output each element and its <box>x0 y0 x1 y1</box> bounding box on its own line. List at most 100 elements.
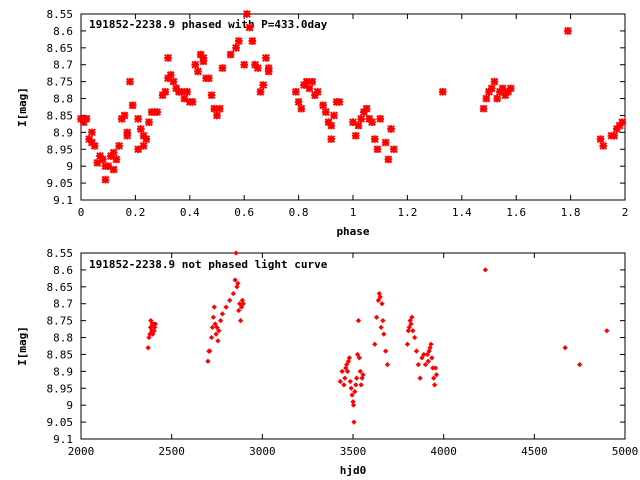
data-point <box>188 98 197 106</box>
data-point <box>421 351 427 358</box>
data-point <box>327 135 336 144</box>
data-point <box>344 368 351 374</box>
data-point <box>404 341 411 347</box>
data-point <box>380 318 386 324</box>
data-point <box>243 10 251 18</box>
data-point <box>177 87 186 96</box>
data-point <box>169 77 178 86</box>
data-point <box>215 104 224 113</box>
data-point <box>321 108 330 116</box>
data-point <box>218 318 224 324</box>
data-point <box>424 351 430 358</box>
data-point <box>136 125 145 133</box>
y-tick-label: 8.7 <box>53 298 73 311</box>
data-point <box>230 290 236 297</box>
data-point <box>151 324 158 331</box>
x-tick-label: 1 <box>350 206 357 219</box>
y-tick-label: 8.75 <box>47 76 74 89</box>
y-tick-label: 8.55 <box>47 247 74 260</box>
data-points <box>77 10 627 184</box>
data-point <box>346 355 352 361</box>
data-point <box>139 141 148 150</box>
data-point <box>487 84 496 93</box>
data-point <box>384 361 391 368</box>
data-point <box>256 87 265 96</box>
y-tick-label: 8.9 <box>53 126 73 139</box>
data-point <box>152 321 158 327</box>
y-tick-label: 8.7 <box>53 59 73 72</box>
y-tick-label: 8.6 <box>53 25 73 38</box>
data-point <box>415 361 421 368</box>
data-point <box>341 382 347 388</box>
data-point <box>207 348 213 354</box>
data-point <box>337 378 343 385</box>
data-point <box>164 54 172 62</box>
data-point <box>112 155 121 164</box>
data-point <box>145 345 151 351</box>
data-point <box>248 37 257 45</box>
x-tick-label: 0.6 <box>234 206 254 219</box>
data-point <box>335 98 344 106</box>
data-point <box>425 358 431 364</box>
data-point <box>577 361 583 368</box>
data-point <box>357 368 363 374</box>
x-tick-label: 2000 <box>68 445 95 458</box>
data-point <box>419 355 425 361</box>
data-point <box>126 77 134 86</box>
data-point <box>211 304 217 310</box>
data-point <box>417 375 423 381</box>
data-point <box>506 84 515 93</box>
data-point <box>253 64 262 73</box>
data-point <box>433 372 440 378</box>
data-point <box>431 382 438 388</box>
data-point <box>343 365 349 371</box>
data-point <box>305 84 314 93</box>
data-point <box>349 392 355 398</box>
x-tick-label: 4500 <box>521 445 548 458</box>
data-point <box>215 338 221 344</box>
data-point <box>227 297 233 303</box>
x-axis-title: phase <box>336 225 369 238</box>
data-points <box>145 250 610 425</box>
data-point <box>153 108 162 116</box>
x-tick-label: 0.8 <box>289 206 309 219</box>
data-point <box>213 111 221 120</box>
data-point <box>216 328 222 334</box>
x-tick-label: 3500 <box>340 445 367 458</box>
data-point <box>146 334 152 341</box>
data-point <box>259 81 268 89</box>
y-tick-label: 8.8 <box>53 93 73 106</box>
data-point <box>210 314 216 320</box>
x-tick-label: 2 <box>622 206 629 219</box>
data-point <box>180 94 189 103</box>
data-point <box>191 60 200 69</box>
data-point <box>375 297 382 303</box>
data-point <box>212 321 218 327</box>
x-axis-title: hjd0 <box>340 464 367 477</box>
data-point <box>427 345 433 351</box>
data-point <box>339 368 345 374</box>
data-point <box>213 331 219 337</box>
x-tick-label: 0 <box>78 206 85 219</box>
x-tick-label: 1.2 <box>397 206 417 219</box>
data-point <box>262 54 270 62</box>
data-point <box>104 162 113 171</box>
chart-title: 191852-2238.9 not phased light curve <box>89 258 328 271</box>
x-tick-label: 1.6 <box>506 206 526 219</box>
data-point <box>207 91 216 100</box>
data-point <box>479 104 488 113</box>
data-point <box>205 358 211 364</box>
data-point <box>381 331 387 337</box>
y-axis-title: I[mag] <box>16 87 29 127</box>
data-point <box>237 318 244 324</box>
x-tick-label: 0.4 <box>180 206 200 219</box>
data-point <box>410 328 416 334</box>
data-point <box>123 131 132 140</box>
data-point <box>482 94 491 103</box>
data-point <box>498 84 507 93</box>
y-tick-label: 8.8 <box>53 332 73 345</box>
data-point <box>120 111 129 120</box>
data-point <box>352 389 358 395</box>
